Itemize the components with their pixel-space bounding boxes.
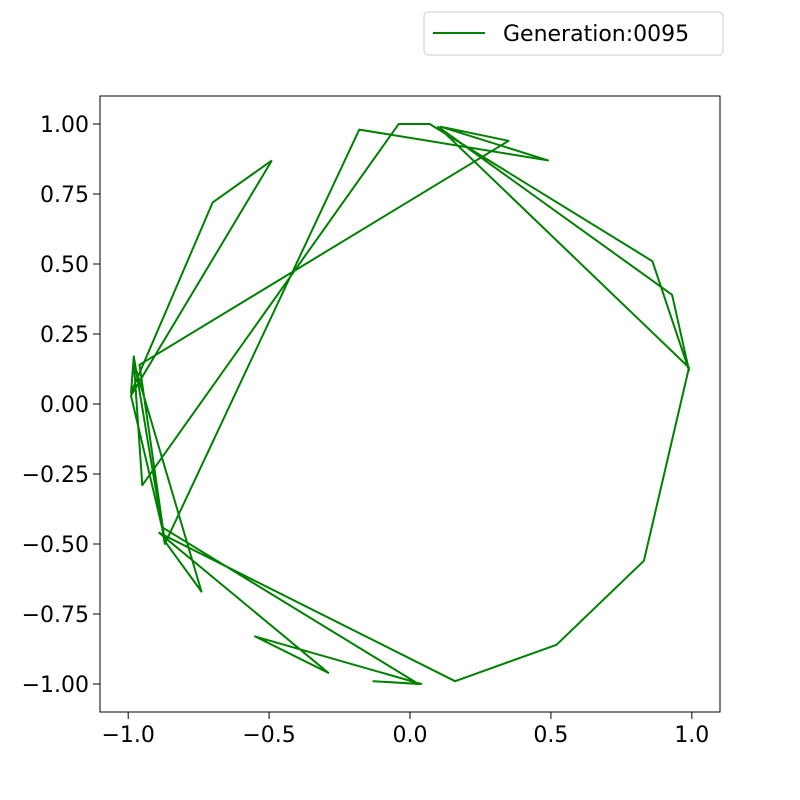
x-axis: −1.0 −0.5 0.0 0.5 1.0: [101, 712, 709, 748]
y-tick-label: −0.50: [22, 533, 89, 558]
x-tick-label: 0.5: [533, 723, 568, 748]
legend-frame: [423, 11, 724, 56]
x-tick-label: −0.5: [242, 723, 295, 748]
x-tick-label: 0.0: [393, 723, 428, 748]
y-tick-label: 0.00: [40, 393, 89, 418]
plot-area: [130, 123, 690, 685]
y-tick-label: −0.25: [22, 463, 89, 488]
x-tick-label: −1.0: [101, 723, 154, 748]
y-tick-label: 1.00: [40, 113, 89, 138]
y-tick-label: 0.25: [40, 323, 89, 348]
legend-label: Generation:0095: [503, 22, 689, 47]
legend: Generation:0095: [423, 11, 724, 56]
axes-frame: [99, 95, 721, 713]
y-tick-label: 0.50: [40, 253, 89, 278]
x-tick-label: 1.0: [674, 723, 709, 748]
y-tick-label: −1.00: [22, 673, 89, 698]
y-tick-label: −0.75: [22, 603, 89, 628]
y-axis: 1.00 0.75 0.50 0.25 0.00 −0.25 −0.50 −0.75 −1.00: [22, 113, 100, 698]
y-tick-label: 0.75: [40, 183, 89, 208]
series-line: [130, 123, 690, 685]
